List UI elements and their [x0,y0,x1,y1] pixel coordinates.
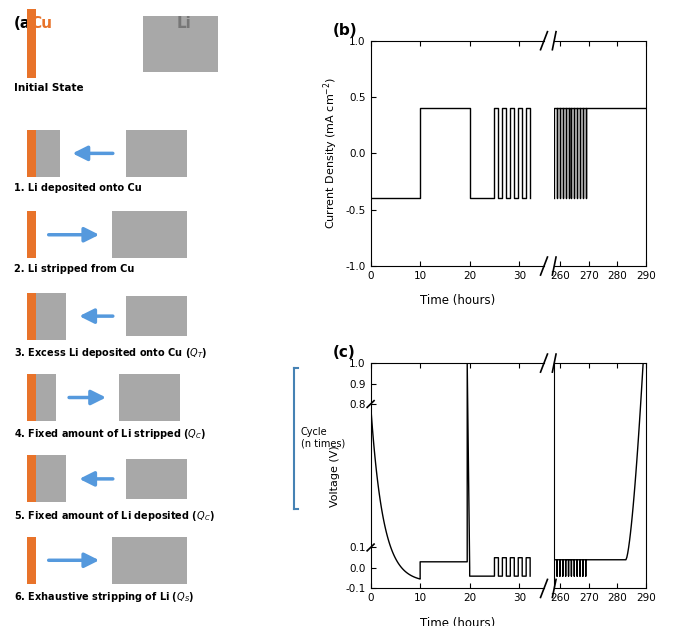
Text: 1. Li deposited onto Cu: 1. Li deposited onto Cu [14,183,141,193]
Bar [27,293,36,339]
Bar [27,9,36,78]
Text: (b): (b) [333,23,357,38]
Text: (a): (a) [14,16,37,31]
Y-axis label: Current Density (mA cm$^{-2}$): Current Density (mA cm$^{-2}$) [322,77,340,230]
Bar [36,130,60,177]
Bar [36,456,66,502]
Text: Time (hours): Time (hours) [420,617,495,626]
Text: (c): (c) [333,345,355,360]
Bar [119,374,180,421]
Bar [36,374,56,421]
Bar [126,458,187,500]
Text: 4. Fixed amount of Li stripped ($Q_C$): 4. Fixed amount of Li stripped ($Q_C$) [14,427,206,441]
Bar [112,536,187,583]
Text: 5. Fixed amount of Li deposited ($Q_C$): 5. Fixed amount of Li deposited ($Q_C$) [14,508,214,523]
Bar [126,130,187,177]
Text: Cu: Cu [31,16,52,31]
Text: Cycle
(n times): Cycle (n times) [301,428,345,449]
Text: Time (hours): Time (hours) [420,294,495,307]
Text: Li: Li [176,16,191,31]
Bar [143,16,218,72]
Y-axis label: Voltage (V): Voltage (V) [330,445,340,506]
Bar [27,374,36,421]
Bar [27,456,36,502]
Bar [126,295,187,337]
Bar [36,293,66,339]
Text: Initial State: Initial State [14,83,83,93]
Bar [27,212,36,258]
Bar [112,212,187,258]
Text: 6. Exhaustive stripping of Li ($Q_S$): 6. Exhaustive stripping of Li ($Q_S$) [14,590,194,604]
Bar [27,536,36,583]
Bar [27,130,36,177]
Text: 2. Li stripped from Cu: 2. Li stripped from Cu [14,265,134,274]
Text: 3. Excess Li deposited onto Cu ($Q_T$): 3. Excess Li deposited onto Cu ($Q_T$) [14,346,207,360]
